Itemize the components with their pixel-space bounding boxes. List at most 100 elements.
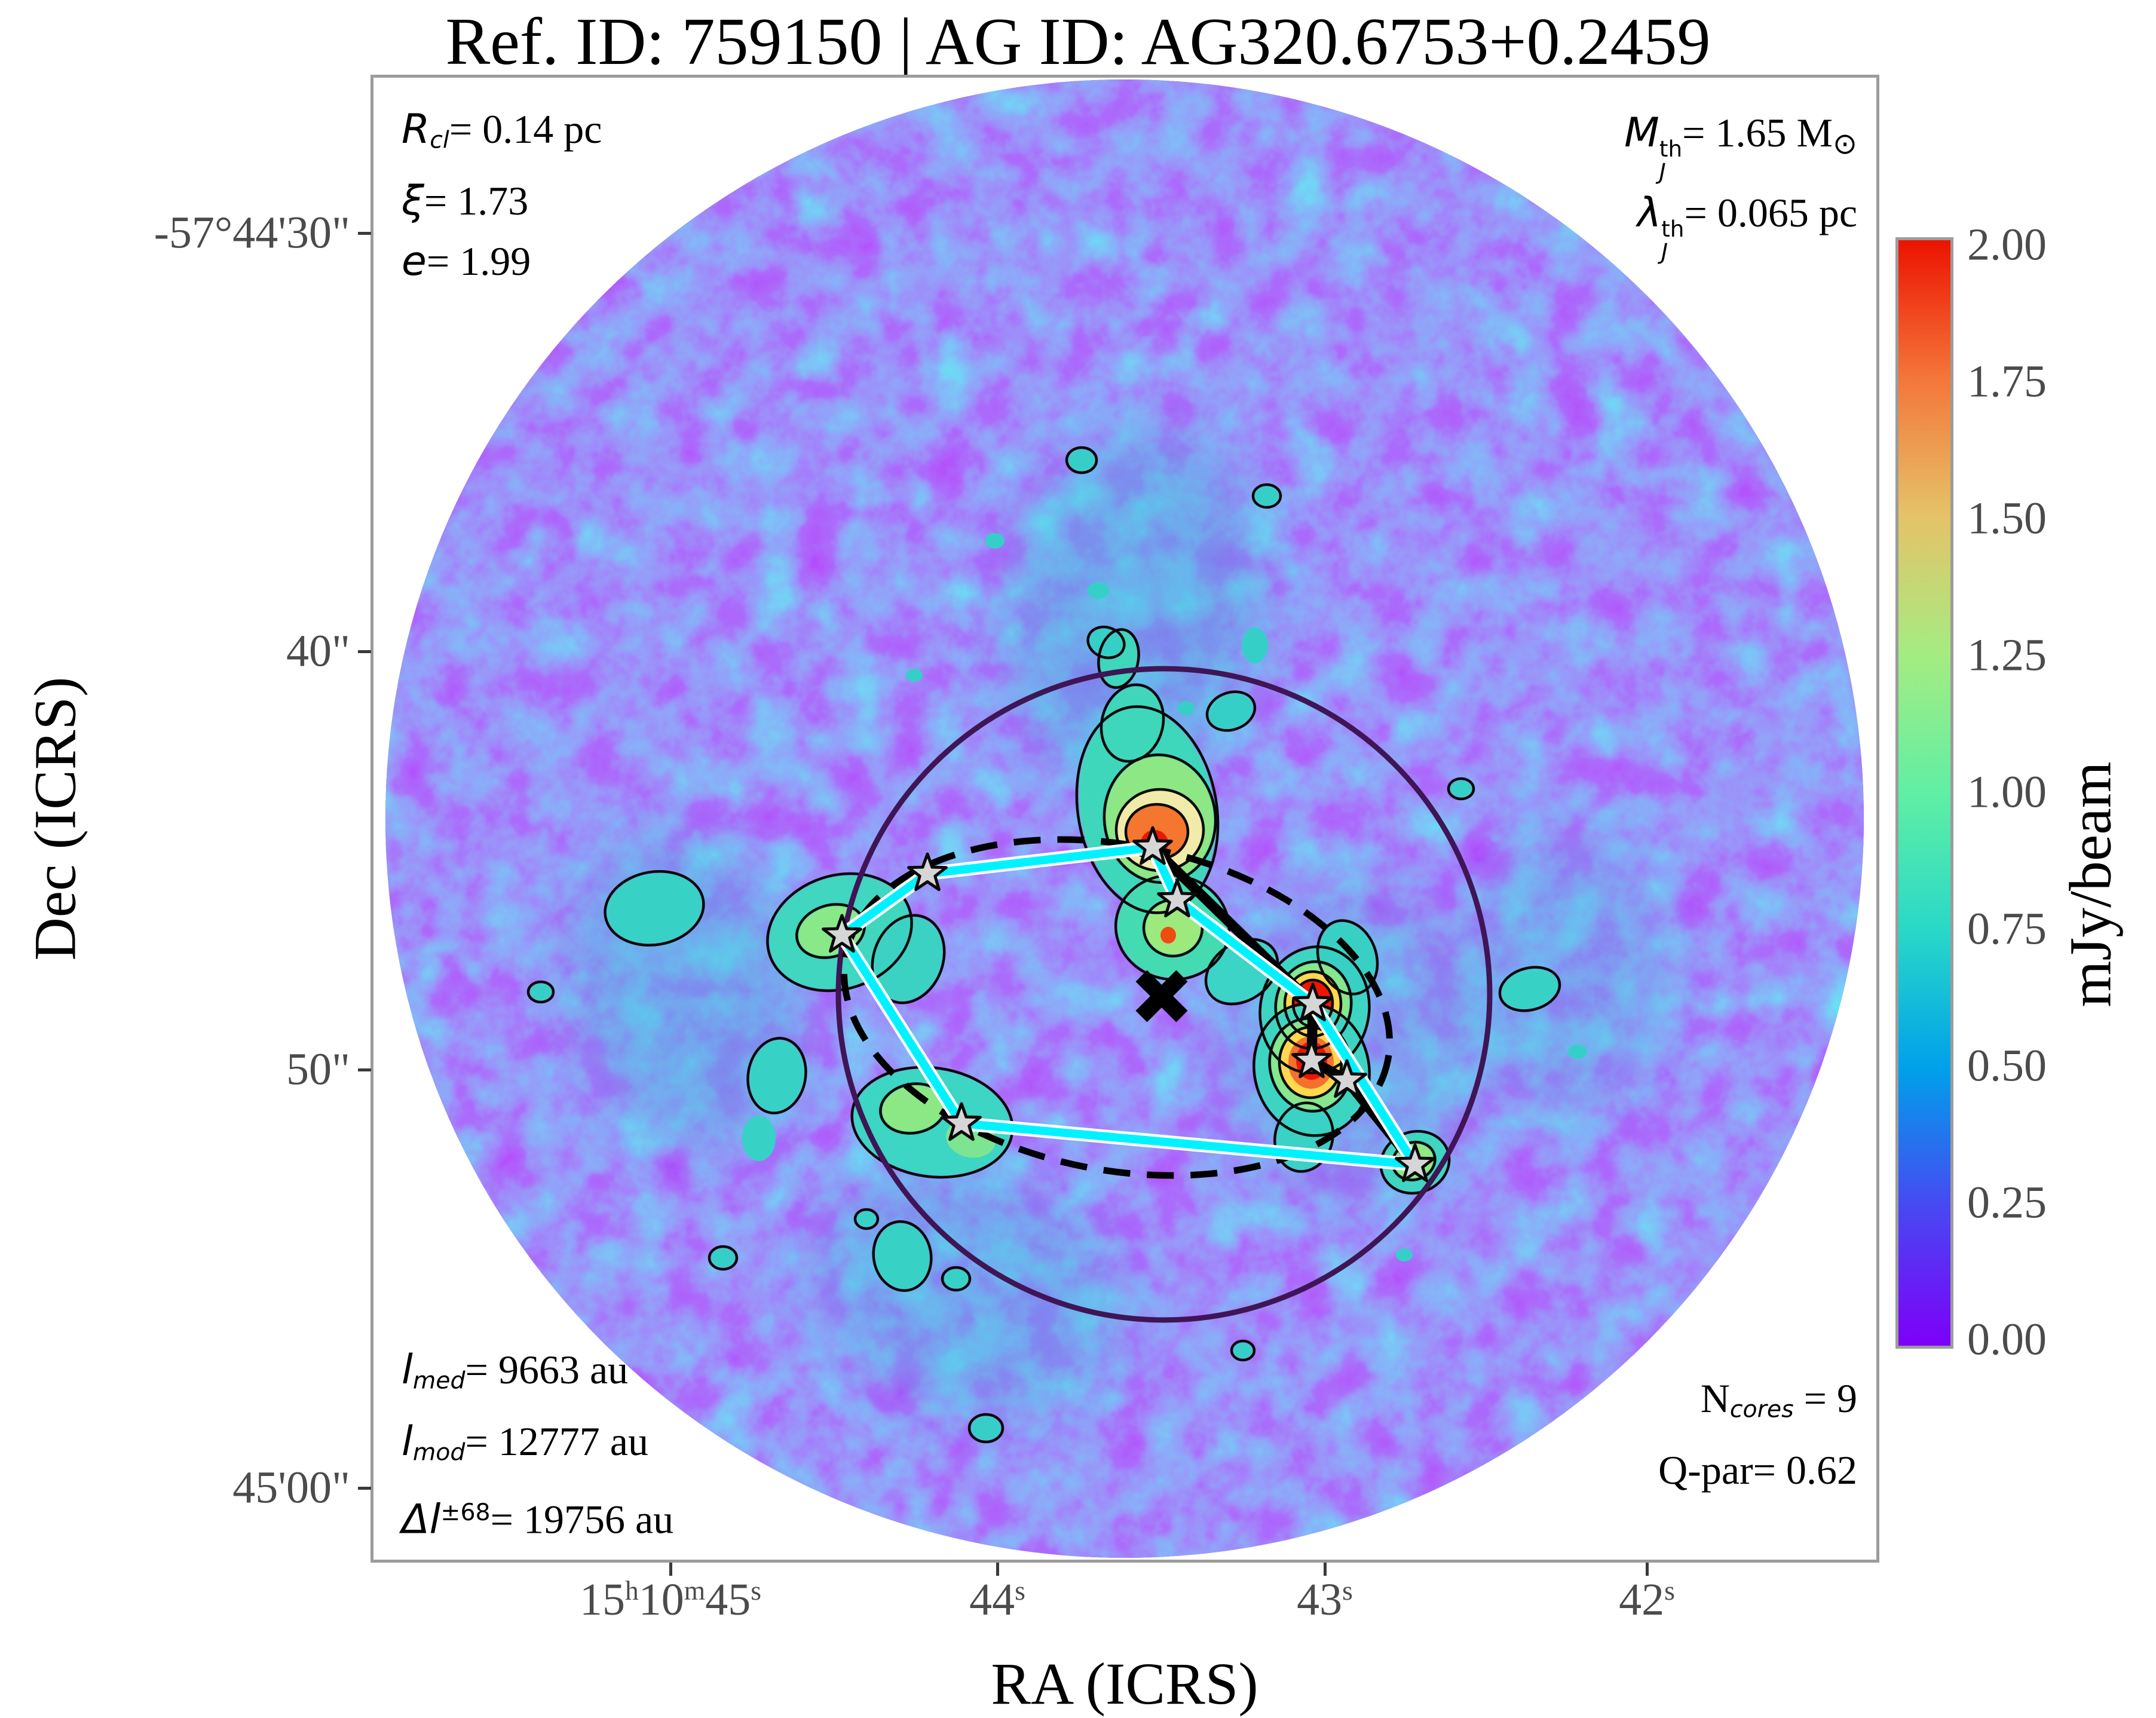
x-tick-label: 42s (1619, 1575, 1675, 1625)
core-star-marker (1293, 982, 1333, 1022)
annotation-line: Q-par= 0.62 (1658, 1447, 1857, 1493)
clump-center-cross (1135, 970, 1188, 1022)
core-star-marker (1327, 1059, 1367, 1098)
contour-line (853, 1208, 880, 1230)
contour-line (1498, 966, 1561, 1012)
colorbar-tick-label: 0.75 (1967, 904, 2047, 954)
annotation-bottom-left: lmed= 9663 au lmod= 12777 au Δl±68= 19756 … (402, 1340, 673, 1550)
annotation-line: Rcl= 0.14 pc (402, 106, 602, 154)
sky-map (385, 79, 1864, 1558)
contour-line (1205, 690, 1257, 732)
emission-blob (882, 1085, 944, 1132)
colorbar-tick-label: 0.00 (1967, 1314, 2047, 1365)
y-axis-title: Dec (ICRS) (22, 676, 88, 961)
colorbar-tick-label: 0.25 (1967, 1177, 2047, 1228)
annotation-line: ξ= 1.73 (402, 177, 529, 225)
x-tick-label: 43s (1297, 1575, 1353, 1625)
emission-blob (857, 1211, 876, 1227)
contour-line (1447, 777, 1475, 801)
y-tick-label: 45'00" (232, 1462, 350, 1513)
contour-line (967, 1413, 1004, 1444)
contour-line (766, 872, 913, 993)
emission-blob (749, 1040, 804, 1111)
diffuse-emission-patch (1464, 837, 1667, 1111)
emission-blob (874, 917, 943, 1002)
emission-blob (1568, 1045, 1587, 1059)
core-star-marker (822, 914, 862, 953)
emission-blob (1396, 1248, 1413, 1261)
contour-line (941, 1266, 972, 1292)
x-tick-mark (1646, 1563, 1649, 1576)
x-tick-label: 15h10m45s (579, 1575, 762, 1625)
emission-blob (985, 533, 1004, 549)
contour-line (1274, 960, 1353, 1050)
colorbar-tick-label: 1.50 (1967, 493, 2047, 544)
contour-line (1251, 483, 1282, 509)
diffuse-emission-patch (1007, 431, 1263, 788)
core-star-marker (1291, 1039, 1332, 1079)
clump-radius-circle (835, 666, 1493, 1323)
mst-edge-cyan (957, 1119, 1419, 1169)
annotation-top-left: Rcl= 0.14 pc ξ= 1.73 e= 1.99 (402, 99, 602, 292)
core-star-marker (1157, 878, 1198, 918)
colorbar (1895, 237, 1953, 1349)
core-star-marker (1132, 826, 1173, 865)
contour-line (1065, 446, 1098, 474)
contour-line (872, 1220, 933, 1292)
mst-edge-cyan (838, 931, 966, 1128)
emission-blob (607, 873, 702, 944)
colorbar-tick-label: 0.50 (1967, 1040, 2047, 1091)
mst-edge-cyan (1173, 896, 1317, 1008)
x-axis-title: RA (ICRS) (991, 1650, 1258, 1717)
contour-line (1086, 625, 1126, 660)
annotation-line: e= 1.99 (402, 237, 531, 285)
colorbar-tick-label: 1.75 (1967, 356, 2047, 407)
emission-blob (1501, 969, 1558, 1009)
emission-blob (1068, 449, 1095, 471)
emission-blob (1089, 629, 1123, 656)
y-tick-mark (358, 650, 371, 653)
mst-edge-cyan (838, 869, 932, 939)
contour-line (604, 869, 705, 947)
emission-blob (1102, 686, 1162, 760)
emission-blob (1242, 627, 1268, 663)
y-tick-mark (358, 232, 371, 235)
contour-line (1204, 938, 1279, 1006)
colorbar-tick-label: 1.00 (1967, 767, 2047, 817)
emission-blob (1160, 927, 1176, 944)
colorbar-tick-label: 2.00 (1967, 219, 2047, 270)
annotation-line: Ncores = 9 (1700, 1376, 1857, 1423)
contour-line (746, 1037, 807, 1114)
contour-line (1230, 1339, 1256, 1362)
y-tick-label: 40" (286, 626, 350, 676)
core-star-marker (907, 852, 948, 892)
contour-line (871, 914, 946, 1005)
emission-blob (1209, 693, 1253, 729)
y-tick-mark (358, 1487, 371, 1490)
y-tick-mark (358, 1068, 371, 1071)
x-tick-mark (996, 1563, 999, 1576)
mst-edge-cyan (923, 843, 1157, 878)
figure-title: Ref. ID: 759150 | AG ID: AG320.6753+0.24… (445, 5, 1711, 79)
emission-blob (1450, 780, 1472, 797)
emission-blob (530, 984, 552, 1000)
contour-line (708, 1245, 739, 1271)
emission-blob (742, 1116, 776, 1161)
emission-blob (875, 1223, 930, 1289)
emission-blob (1088, 582, 1109, 599)
annotation-bottom-right: Ncores = 9 Q-par= 0.62 (1658, 1368, 1857, 1500)
contour-line (1316, 919, 1379, 996)
colorbar-title: mJy/beam (2057, 761, 2124, 1007)
contour-line (1252, 1002, 1371, 1137)
emission-blob (1178, 701, 1195, 715)
mst-edge-cyan (1309, 1000, 1419, 1169)
annotation-line: λ th J = 0.065 pc (1637, 189, 1857, 265)
emission-blob (944, 1269, 968, 1288)
core-star-marker (941, 1102, 982, 1141)
y-tick-label: -57°44'30" (154, 207, 350, 258)
annotation-line: lmod= 12777 au (402, 1417, 648, 1466)
annotation-line: lmed= 9663 au (402, 1346, 629, 1395)
